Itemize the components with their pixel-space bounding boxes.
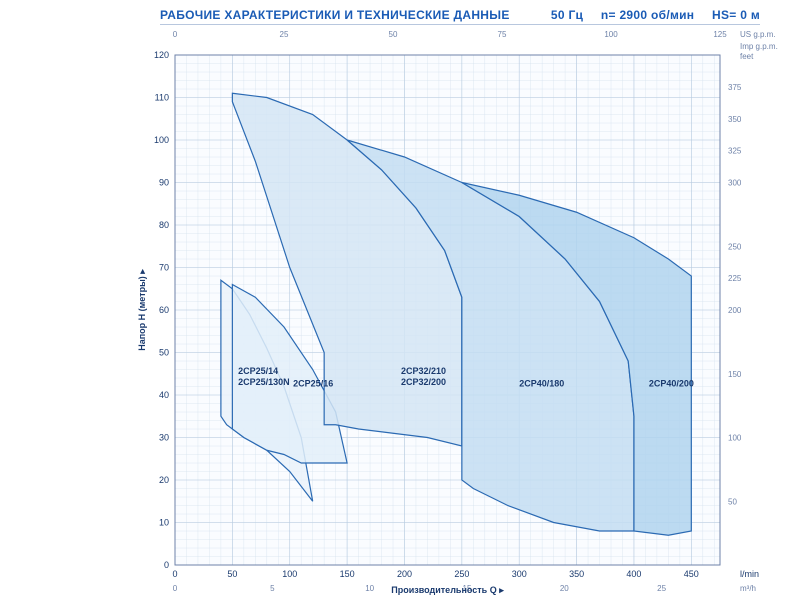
region-label: 2CP25/130N <box>238 377 290 387</box>
svg-text:200: 200 <box>728 306 742 315</box>
svg-text:50: 50 <box>728 497 737 506</box>
svg-text:150: 150 <box>340 569 355 579</box>
svg-text:400: 400 <box>626 569 641 579</box>
svg-text:feet: feet <box>740 52 754 61</box>
svg-text:450: 450 <box>684 569 699 579</box>
region-label: 2CP25/16 <box>293 379 333 389</box>
svg-text:US g.p.m.: US g.p.m. <box>740 30 776 39</box>
svg-text:50: 50 <box>159 348 169 358</box>
svg-text:40: 40 <box>159 390 169 400</box>
svg-text:25: 25 <box>657 584 666 593</box>
svg-text:0: 0 <box>172 569 177 579</box>
x-axis-label: Производительность Q ▸ <box>391 585 504 595</box>
performance-chart: 0501001502002503003504004500102030405060… <box>0 0 800 600</box>
svg-text:0: 0 <box>164 560 169 570</box>
svg-text:225: 225 <box>728 274 742 283</box>
svg-text:100: 100 <box>154 135 169 145</box>
svg-text:60: 60 <box>159 305 169 315</box>
svg-text:75: 75 <box>498 30 507 39</box>
svg-text:100: 100 <box>282 569 297 579</box>
svg-text:80: 80 <box>159 220 169 230</box>
svg-text:0: 0 <box>173 30 178 39</box>
svg-text:300: 300 <box>728 179 742 188</box>
svg-text:300: 300 <box>512 569 527 579</box>
svg-text:325: 325 <box>728 147 742 156</box>
svg-text:20: 20 <box>560 584 569 593</box>
region-label: 2CP32/210 <box>401 366 446 376</box>
svg-text:200: 200 <box>397 569 412 579</box>
svg-text:125: 125 <box>713 30 727 39</box>
region-label: 2CP25/14 <box>238 366 278 376</box>
svg-text:350: 350 <box>569 569 584 579</box>
svg-text:10: 10 <box>365 584 374 593</box>
region-label: 2CP40/180 <box>519 379 564 389</box>
region-label: 2CP32/200 <box>401 377 446 387</box>
svg-text:120: 120 <box>154 50 169 60</box>
svg-text:50: 50 <box>389 30 398 39</box>
svg-text:70: 70 <box>159 263 169 273</box>
svg-text:5: 5 <box>270 584 275 593</box>
svg-text:150: 150 <box>728 370 742 379</box>
svg-text:0: 0 <box>173 584 178 593</box>
svg-text:10: 10 <box>159 518 169 528</box>
svg-text:l/min: l/min <box>740 569 759 579</box>
svg-text:50: 50 <box>227 569 237 579</box>
svg-text:375: 375 <box>728 83 742 92</box>
region-label: 2CP40/200 <box>649 379 694 389</box>
svg-text:350: 350 <box>728 115 742 124</box>
svg-text:20: 20 <box>159 475 169 485</box>
svg-text:110: 110 <box>155 93 169 103</box>
svg-text:90: 90 <box>159 178 169 188</box>
svg-text:100: 100 <box>728 434 742 443</box>
svg-text:250: 250 <box>454 569 469 579</box>
svg-text:250: 250 <box>728 242 742 251</box>
svg-text:100: 100 <box>604 30 618 39</box>
svg-text:m³/h: m³/h <box>740 584 756 593</box>
svg-text:Imp g.p.m.: Imp g.p.m. <box>740 42 778 51</box>
svg-text:30: 30 <box>159 433 169 443</box>
svg-text:25: 25 <box>280 30 289 39</box>
y-axis-label: Напор H (метры) ▸ <box>137 269 147 351</box>
